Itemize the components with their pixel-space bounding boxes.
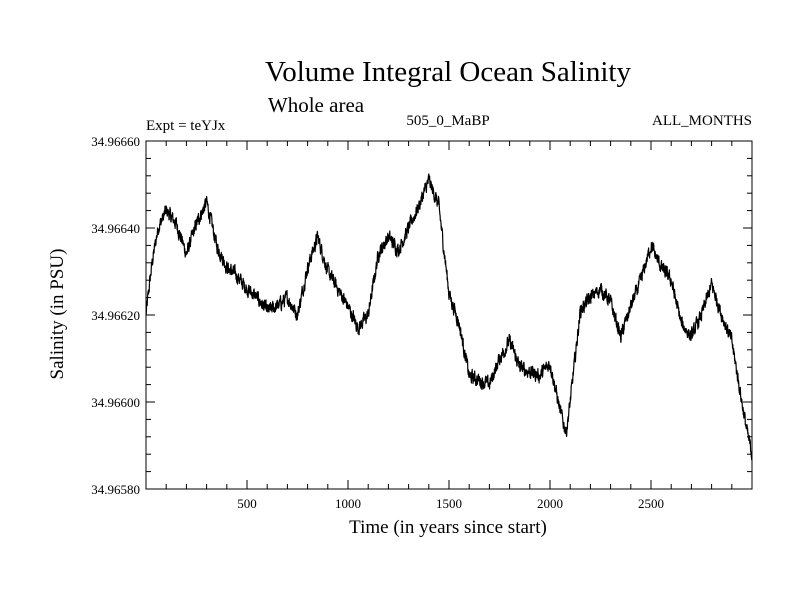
chart-subtitle: Whole area (268, 93, 365, 117)
x-axis-label: Time (in years since start) (349, 517, 547, 538)
x-tick-label: 1500 (436, 496, 462, 511)
x-tick-label: 2000 (537, 496, 563, 511)
y-tick-label: 34.96580 (91, 482, 140, 497)
x-axis-tick-labels: 500 1000 1500 2000 2500 (237, 496, 664, 511)
y-axis-label: Salinity (in PSU) (47, 249, 68, 380)
y-axis-ticks (146, 157, 752, 473)
months-label: ALL_MONTHS (652, 113, 752, 129)
expt-label: Expt = teYJx (146, 118, 226, 134)
y-tick-label: 34.96640 (91, 221, 140, 236)
x-tick-label: 500 (237, 496, 257, 511)
x-tick-label: 1000 (335, 496, 361, 511)
y-tick-label: 34.96620 (91, 308, 140, 323)
y-axis-tick-labels: 34.96580 34.96600 34.96620 34.96640 34.96660 (91, 134, 140, 497)
salinity-series-line (145, 173, 753, 461)
x-tick-label: 2500 (638, 496, 664, 511)
y-tick-label: 34.96600 (91, 395, 140, 410)
chart-title: Volume Integral Ocean Salinity (265, 56, 631, 88)
y-tick-label: 34.96660 (91, 134, 140, 149)
plot-area-frame (145, 140, 753, 490)
x-axis-ticks (165, 141, 733, 489)
run-label: 505_0_MaBP (406, 113, 489, 129)
